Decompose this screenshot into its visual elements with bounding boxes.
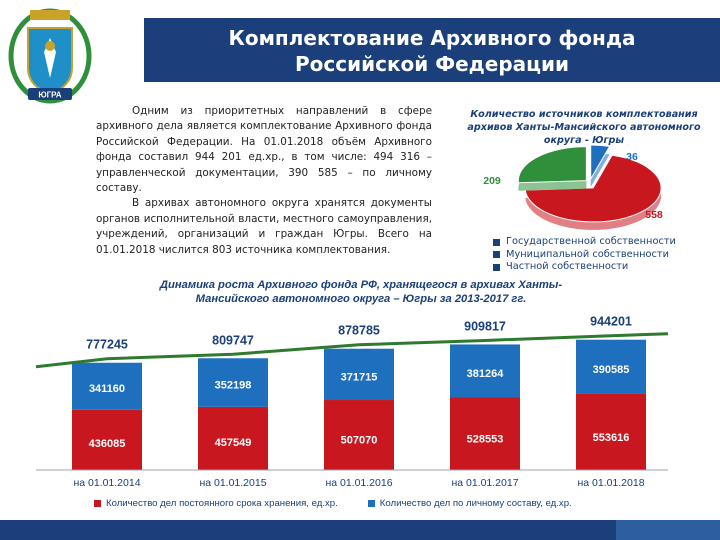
bar-total-label: 809747 xyxy=(212,333,254,347)
bar-total-label: 878785 xyxy=(338,324,380,338)
bar-value-label: 507070 xyxy=(341,434,378,446)
bar-chart-title-line-1: Динамика роста Архивного фонда РФ, храня… xyxy=(159,279,563,291)
bar-segment-personnel xyxy=(450,344,520,398)
category-label: на 01.01.2014 xyxy=(73,477,140,489)
category-label: на 01.01.2016 xyxy=(325,477,392,489)
crest-label: ЮГРА xyxy=(38,91,61,100)
title-line-1: Комплектование Архивного фонда xyxy=(228,26,636,50)
bar-segment-permanent xyxy=(198,406,268,470)
category-label: на 01.01.2015 xyxy=(199,477,266,489)
slide-header: Комплектование Архивного фонда Российско… xyxy=(144,18,720,82)
intro-paragraph-2: В архивах автономного округа хранятся до… xyxy=(96,197,432,256)
pie-legend-label: Частной собственности xyxy=(506,261,629,272)
footer-accent xyxy=(616,520,720,540)
bar-legend: Количество дел постоянного срока хранени… xyxy=(94,498,572,509)
bar-segment-personnel xyxy=(198,358,268,407)
bar-segment-personnel xyxy=(324,348,394,401)
pie-legend-item: Муниципальной собственности xyxy=(493,249,676,262)
coat-of-arms-icon: ЮГРА xyxy=(8,8,92,104)
legend-swatch-blue xyxy=(367,500,375,507)
pie-legend-item: Частной собственности xyxy=(493,261,676,274)
trend-line xyxy=(35,332,669,369)
intro-paragraph-1: Одним из приоритетных направлений в сфер… xyxy=(96,105,432,195)
category-label: на 01.01.2017 xyxy=(451,477,518,489)
pie-chart-title: Количество источников комплектования арх… xyxy=(467,109,701,146)
bar-value-label: 381264 xyxy=(467,368,505,380)
bar-segment-permanent xyxy=(324,400,394,470)
bar-value-label: 553616 xyxy=(593,432,630,444)
bar-chart-title: Динамика роста Архивного фонда РФ, храня… xyxy=(96,278,626,306)
bar-legend-label: Количество дел постоянного срока хранени… xyxy=(106,498,338,509)
legend-swatch-red xyxy=(94,500,101,507)
pie-slice-label: 558 xyxy=(645,209,663,221)
bar-value-label: 371715 xyxy=(341,372,378,384)
pie-slice xyxy=(590,144,611,181)
pie-legend: Государственной собственности Муниципаль… xyxy=(493,236,676,274)
bar-value-label: 528553 xyxy=(467,433,504,445)
bar-chart-title-line-2: Мансийского автономного округа – Югры за… xyxy=(195,293,527,305)
bar-segment-personnel xyxy=(72,362,142,410)
pie-legend-label: Государственной собственности xyxy=(506,236,676,247)
legend-bullet-icon xyxy=(493,251,500,259)
title-line-2: Российской Федерации xyxy=(294,52,570,76)
pie-slice xyxy=(524,154,662,223)
category-label: на 01.01.2018 xyxy=(577,477,644,489)
bar-legend-label: Количество дел по личному составу, ед.хр… xyxy=(379,498,572,509)
bar-value-label: 341160 xyxy=(89,383,125,395)
bar-total-label: 909817 xyxy=(464,319,506,333)
bar-segment-permanent xyxy=(576,393,646,470)
footer-bar xyxy=(0,520,720,540)
bar-segment-permanent xyxy=(450,397,520,470)
pie-legend-item: Государственной собственности xyxy=(493,236,676,249)
bar-total-label: 777245 xyxy=(86,338,128,352)
pie-slice-label: 36 xyxy=(626,151,638,163)
legend-bullet-icon xyxy=(493,263,500,271)
bar-legend-item: Количество дел по личному составу, ед.хр… xyxy=(367,498,572,509)
intro-text: Одним из приоритетных направлений в сфер… xyxy=(96,104,432,258)
slide-title: Комплектование Архивного фонда Российско… xyxy=(144,18,720,77)
bar-value-label: 390585 xyxy=(593,364,630,376)
pie-legend-label: Муниципальной собственности xyxy=(506,248,669,260)
bar-value-label: 352198 xyxy=(215,379,252,391)
bar-legend-item: Количество дел постоянного срока хранени… xyxy=(94,498,338,509)
legend-bullet-icon xyxy=(493,238,500,246)
bar-value-label: 457549 xyxy=(215,437,252,449)
stacked-bar-chart: 436085 341160 777245 на 01.01.2014 457549 352… xyxy=(35,315,669,489)
bar-segment-personnel xyxy=(576,339,646,394)
bar-segment-permanent xyxy=(72,409,142,470)
pie-chart: 36 558 209 xyxy=(483,144,663,230)
pie-slice-label: 209 xyxy=(483,175,501,187)
bar-value-label: 436085 xyxy=(89,438,126,450)
pie-slice xyxy=(517,146,587,184)
bar-total-label: 944201 xyxy=(590,315,632,329)
